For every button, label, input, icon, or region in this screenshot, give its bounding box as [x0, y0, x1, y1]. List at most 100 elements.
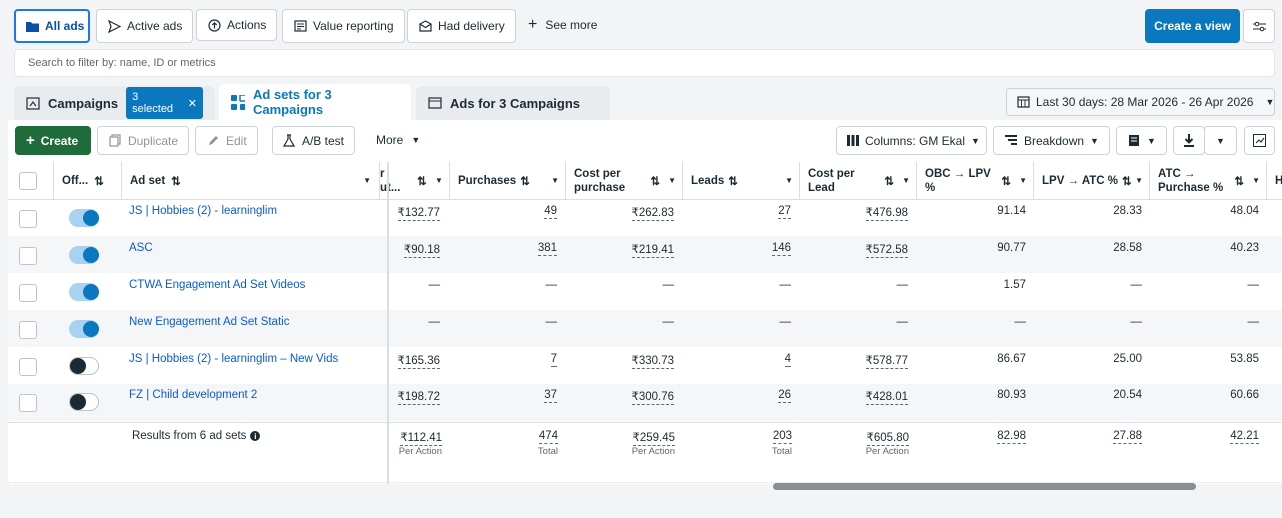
create-label: Create: [40, 133, 79, 148]
selection-badge[interactable]: 3 selected ✕: [126, 87, 203, 119]
see-more-button[interactable]: + See more: [528, 17, 597, 33]
create-view-button[interactable]: Create a view: [1145, 9, 1240, 43]
row-toggle[interactable]: [69, 283, 99, 301]
value-reporting-filter[interactable]: Value reporting: [282, 9, 405, 43]
caret-down-icon: ▼: [435, 176, 443, 185]
header-lpv-atc[interactable]: LPV → ATC % ⇅ ▼: [1034, 162, 1150, 200]
sort-icon: ⇅: [417, 175, 427, 188]
header-cost-per-result[interactable]: r ut... ⇅ ▼: [380, 162, 450, 200]
caret-down-icon: ▼: [902, 176, 910, 185]
cost-per-lead: ₹428.01: [865, 391, 908, 405]
row-toggle[interactable]: [69, 246, 99, 264]
search-input[interactable]: Search to filter by: name, ID or metrics: [14, 49, 1275, 77]
atc-purchase: 48.04: [1230, 205, 1259, 217]
header-purchases[interactable]: Purchases ⇅ ▼: [450, 162, 566, 200]
header-cost-per-purchase[interactable]: Cost per purchase ⇅ ▼: [566, 162, 683, 200]
lpv-atc: 28.58: [1113, 242, 1142, 254]
create-button[interactable]: + Create: [15, 126, 91, 155]
info-icon[interactable]: i: [250, 431, 261, 441]
breakdown-icon: [1004, 134, 1018, 148]
row-checkbox[interactable]: [19, 358, 37, 376]
header-cost-per-lead[interactable]: Cost per Lead ⇅ ▼: [800, 162, 917, 200]
cost-per-lead: ₹578.77: [865, 355, 908, 369]
row-toggle[interactable]: [69, 209, 99, 227]
header-select-all[interactable]: [8, 162, 54, 200]
sort-icon: ⇅: [520, 175, 530, 188]
row-checkbox[interactable]: [19, 394, 37, 412]
columns-button[interactable]: Columns: GM Ekal ▼: [836, 126, 987, 155]
all-ads-filter[interactable]: All ads: [14, 9, 90, 43]
toggle-knob: [70, 358, 86, 374]
caret-down-icon: ▼: [971, 135, 980, 146]
cost-per-result: —: [428, 316, 441, 328]
row-toggle[interactable]: [69, 357, 99, 375]
row-checkbox[interactable]: [19, 284, 37, 302]
select-all-checkbox[interactable]: [19, 172, 37, 190]
row-checkbox[interactable]: [19, 321, 37, 339]
total-cost-per-purchase-sub: Per Action: [631, 446, 675, 457]
header-cpl-label: Cost per Lead: [808, 167, 855, 195]
table-row[interactable]: JS | Hobbies (2) - learninglim – New Vid…: [8, 347, 1282, 384]
row-checkbox[interactable]: [19, 247, 37, 265]
adset-name[interactable]: New Engagement Ad Set Static: [129, 316, 290, 328]
active-ads-filter[interactable]: Active ads: [96, 9, 194, 43]
actions-filter[interactable]: Actions: [196, 9, 278, 41]
cost-per-lead: —: [896, 279, 909, 291]
campaign-icon: [26, 96, 40, 110]
adset-name[interactable]: CTWA Engagement Ad Set Videos: [129, 279, 306, 291]
sort-icon: ⇅: [94, 175, 104, 188]
ab-test-button[interactable]: A/B test: [272, 126, 355, 155]
row-toggle[interactable]: [69, 320, 99, 338]
row-toggle[interactable]: [69, 393, 99, 411]
header-adset[interactable]: Ad set ⇅ ▼: [122, 162, 380, 200]
adset-name[interactable]: ASC: [129, 242, 153, 254]
had-delivery-filter[interactable]: Had delivery: [407, 9, 516, 43]
cost-per-purchase: ₹219.41: [631, 244, 674, 258]
tab-campaigns[interactable]: Campaigns 3 selected ✕: [14, 86, 215, 120]
header-partial-h[interactable]: H: [1267, 162, 1282, 200]
tab-ads-label: Ads for 3 Campaigns: [450, 95, 581, 111]
export-menu-button[interactable]: ▼: [1204, 126, 1237, 155]
table-row[interactable]: ASC ₹90.18 381 ₹219.41 146 ₹572.58 90.77…: [8, 236, 1282, 273]
header-leads[interactable]: Leads ⇅ ▼: [683, 162, 800, 200]
tab-ads[interactable]: Ads for 3 Campaigns: [416, 86, 610, 120]
obc-lpv: 90.77: [997, 242, 1026, 254]
lpv-atc: 20.54: [1113, 389, 1142, 401]
view-settings-button[interactable]: [1243, 9, 1275, 43]
report-doc-icon: [1127, 134, 1141, 148]
cost-per-result: ₹165.36: [397, 355, 440, 369]
obc-lpv: 1.57: [1003, 279, 1026, 291]
header-obc-lpv[interactable]: OBC → LPV % ⇅ ▼: [917, 162, 1034, 200]
tab-adsets[interactable]: Ad sets for 3 Campaigns: [219, 84, 411, 120]
send-icon: [107, 19, 121, 33]
header-partial-label: r ut...: [380, 167, 400, 195]
adset-name[interactable]: JS | Hobbies (2) - learninglim: [129, 205, 278, 217]
breakdown-button[interactable]: Breakdown ▼: [993, 126, 1110, 155]
adset-name[interactable]: JS | Hobbies (2) - learninglim – New Vid…: [129, 353, 339, 365]
header-partial-line2: ut...: [380, 182, 401, 194]
download-icon: [1182, 134, 1196, 148]
totals-text: Results from 6 ad sets: [132, 430, 247, 442]
horizontal-scrollbar[interactable]: [773, 483, 1196, 490]
date-range-picker[interactable]: Last 30 days: 28 Mar 2026 - 26 Apr 2026 …: [1006, 88, 1275, 116]
table-row[interactable]: JS | Hobbies (2) - learninglim ₹132.77 4…: [8, 199, 1282, 236]
adset-name[interactable]: FZ | Child development 2: [129, 389, 258, 401]
lpv-atc: —: [1130, 316, 1143, 328]
table-row[interactable]: CTWA Engagement Ad Set Videos — — — — — …: [8, 273, 1282, 310]
export-button[interactable]: [1173, 126, 1205, 155]
more-button[interactable]: More ▼: [376, 133, 420, 147]
selection-count: 3 selected: [132, 91, 174, 115]
table-row[interactable]: FZ | Child development 2 ₹198.72 37 ₹300…: [8, 384, 1282, 421]
chart-button[interactable]: [1244, 126, 1275, 155]
reports-button[interactable]: ▼: [1116, 126, 1167, 155]
clear-selection-icon[interactable]: ✕: [187, 97, 197, 110]
duplicate-button[interactable]: Duplicate: [97, 126, 189, 155]
header-atc-purchase[interactable]: ATC → Purchase % ⇅ ▼: [1150, 162, 1267, 200]
edit-label: Edit: [226, 133, 247, 148]
actions-label: Actions: [227, 18, 267, 32]
row-checkbox[interactable]: [19, 210, 37, 228]
header-off[interactable]: Off... ⇅: [54, 162, 122, 200]
edit-button[interactable]: Edit: [195, 126, 258, 155]
folder-icon: [26, 19, 39, 33]
table-row[interactable]: New Engagement Ad Set Static — — — — — —…: [8, 310, 1282, 347]
